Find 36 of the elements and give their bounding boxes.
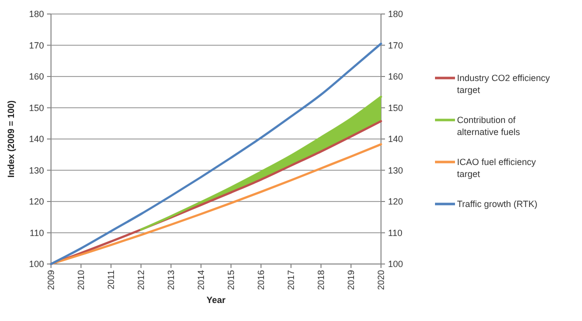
x-tick-label: 2010 (76, 270, 86, 290)
x-tick-label: 2009 (46, 270, 56, 290)
y-tick-label: 140 (28, 134, 44, 144)
x-tick-label: 2016 (256, 270, 266, 290)
x-tick-label: 2019 (346, 270, 356, 290)
y-tick-label: 180 (28, 9, 44, 20)
x-tick-label: 2011 (106, 270, 116, 290)
x-axis-title: Year (206, 295, 226, 305)
x-tick-label: 2013 (166, 270, 176, 290)
x-tick-label: 2014 (196, 270, 206, 290)
y-tick-label: 110 (30, 228, 44, 238)
x-tick-label: 2015 (226, 270, 236, 290)
y-axis-title: Index (2009 = 100) (6, 100, 16, 178)
legend-label: Industry CO2 efficiency target (457, 73, 550, 95)
y2-tick-label: 100 (388, 259, 404, 270)
y-tick-label: 160 (28, 72, 44, 82)
y-tick-label: 150 (28, 102, 44, 113)
legend-label: Contribution of alternative fuels (457, 115, 521, 137)
y2-tick-label: 160 (388, 72, 404, 82)
legend-label: ICAO fuel efficiency target (457, 157, 536, 179)
y2-tick-label: 150 (388, 102, 404, 113)
x-tick-label: 2012 (136, 270, 146, 290)
y-tick-label: 100 (28, 259, 44, 270)
y2-tick-label: 130 (388, 165, 404, 176)
y2-tick-label: 140 (388, 134, 404, 144)
y-tick-label: 130 (28, 165, 44, 176)
x-tick-label: 2020 (376, 270, 386, 290)
y2-tick-label: 180 (388, 9, 404, 20)
y2-tick-label: 120 (388, 196, 404, 207)
x-tick-label: 2018 (316, 270, 326, 290)
y-tick-label: 170 (28, 40, 44, 50)
x-tick-label: 2017 (286, 270, 296, 290)
y2-tick-label: 110 (388, 228, 402, 238)
legend-label: Traffic growth (RTK) (457, 199, 538, 210)
y2-tick-label: 170 (388, 40, 404, 50)
y-tick-label: 120 (28, 196, 44, 207)
